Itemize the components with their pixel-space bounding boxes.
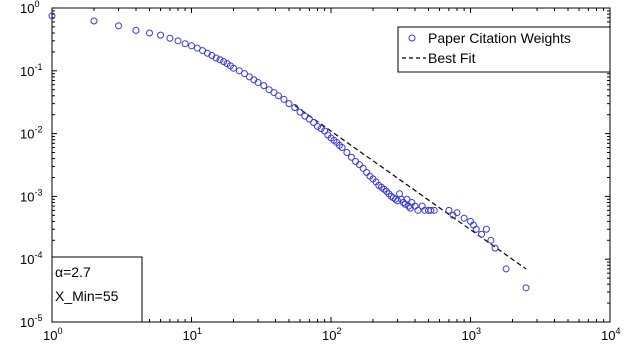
x-tick-label: 101 [183, 326, 202, 343]
annotation-xmin: X_Min=55 [55, 288, 119, 304]
y-tick-label: 10-1 [20, 62, 42, 79]
x-tick-label: 102 [322, 326, 341, 343]
data-point [310, 119, 318, 127]
data-point [280, 95, 288, 103]
data-point [482, 225, 490, 233]
data-point [338, 144, 346, 152]
annotation-alpha: α=2.7 [55, 264, 91, 280]
annotation-frame [51, 256, 143, 323]
data-point [445, 206, 453, 214]
axis-ticks [51, 7, 611, 323]
y-tick-label: 10-3 [20, 187, 42, 204]
data-point [274, 92, 282, 100]
data-point [235, 67, 243, 75]
y-tick-label: 10-2 [20, 125, 42, 142]
y-tick-labels: 100 10-1 10-2 10-3 10-4 10-5 [20, 0, 42, 330]
x-tick-label: 100 [43, 326, 62, 343]
legend-box [397, 26, 611, 73]
data-point [212, 54, 220, 62]
data-point [460, 214, 468, 222]
fit-layer [294, 105, 527, 270]
data-point [132, 26, 140, 34]
annotation-box: α=2.7 X_Min=55 [51, 256, 143, 323]
data-point [254, 79, 262, 87]
y-tick-label: 10-4 [20, 250, 42, 267]
data-point [347, 153, 355, 161]
legend-marker-citation [408, 34, 416, 42]
data-point [181, 40, 189, 48]
data-points [48, 12, 530, 292]
data-point [285, 100, 293, 108]
data-point [296, 108, 304, 116]
data-point [427, 206, 435, 214]
data-point [220, 58, 228, 66]
data-point [478, 230, 486, 238]
legend-label-citation: Paper Citation Weights [428, 30, 571, 46]
data-point [491, 244, 499, 252]
data-point [522, 284, 530, 292]
data-point [401, 200, 409, 208]
data-point [383, 187, 391, 195]
data-point [157, 31, 165, 39]
data-point [241, 70, 249, 78]
data-point [174, 37, 182, 45]
data-point [115, 22, 123, 30]
data-point [260, 82, 268, 90]
data-point [270, 89, 278, 97]
data-point [472, 225, 480, 233]
data-point [291, 104, 299, 112]
best-fit-line [294, 105, 527, 270]
data-point [229, 64, 237, 72]
data-point [430, 206, 438, 214]
data-point [403, 195, 411, 203]
x-tick-label: 103 [462, 326, 481, 343]
x-tick-labels: 100 101 102 103 104 [43, 326, 620, 343]
data-point [90, 17, 98, 25]
data-point [487, 236, 495, 244]
data-point [48, 12, 56, 20]
data-point [414, 206, 422, 214]
legend: Paper Citation Weights Best Fit [397, 26, 611, 73]
data-point [216, 56, 224, 64]
data-point [313, 122, 321, 130]
data-point [453, 209, 461, 217]
data-point [146, 29, 154, 37]
data-point [317, 125, 325, 133]
legend-label-fit: Best Fit [428, 50, 476, 66]
data-point [355, 161, 363, 169]
data-point [502, 265, 510, 273]
y-tick-label: 100 [20, 0, 39, 16]
data-point [305, 115, 313, 123]
x-tick-label: 104 [601, 326, 620, 343]
data-point [359, 164, 367, 172]
data-point [166, 34, 174, 42]
data-point [343, 149, 351, 157]
y-tick-label: 10-5 [20, 313, 42, 330]
data-point [188, 42, 195, 50]
